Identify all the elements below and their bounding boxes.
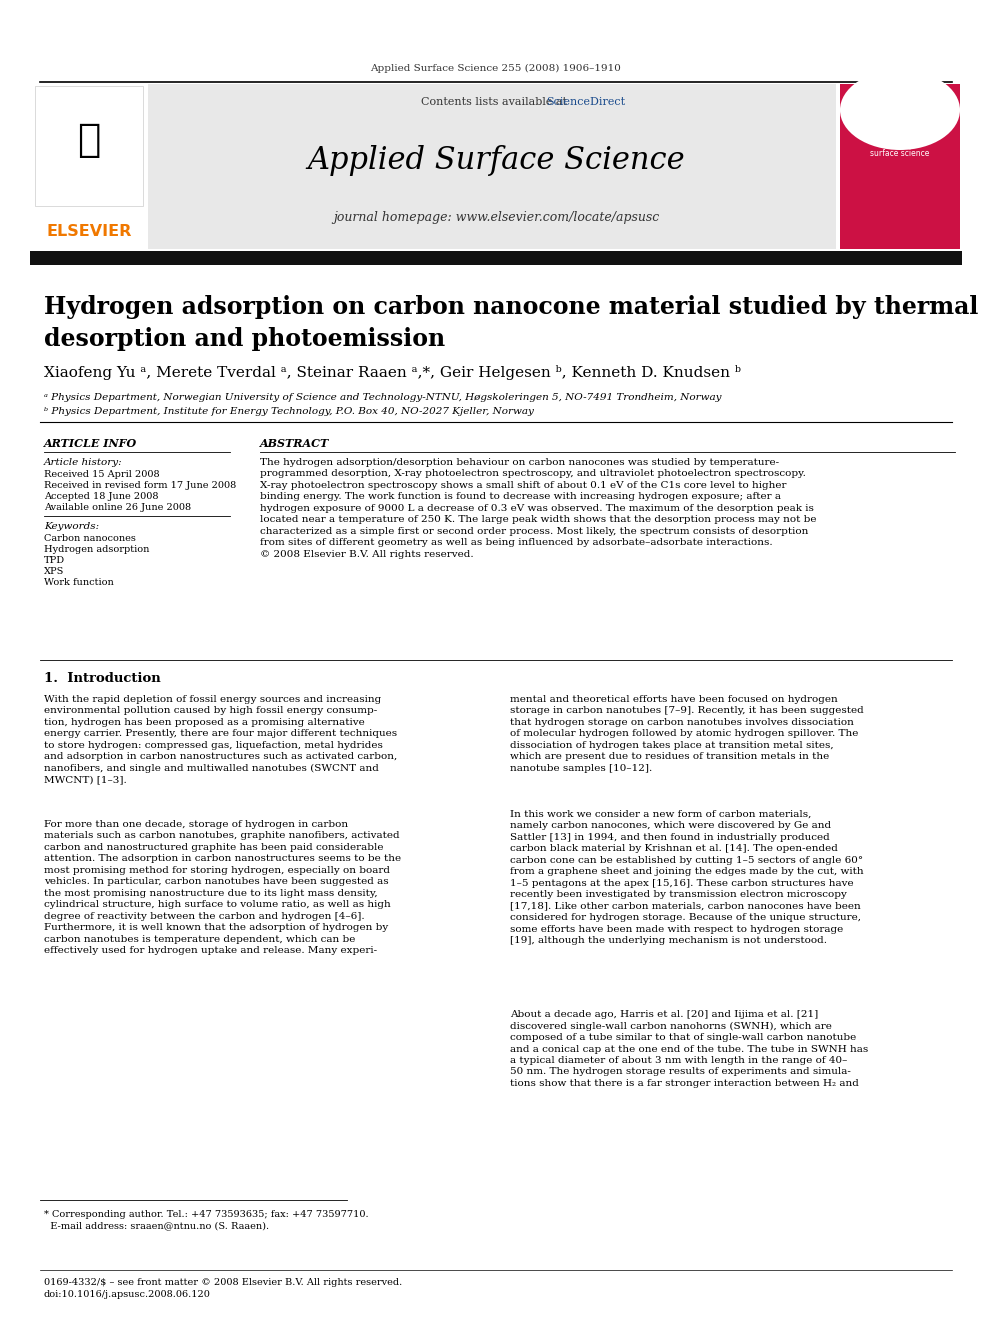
Text: ᵃ Physics Department, Norwegian University of Science and Technology-NTNU, Høgsk: ᵃ Physics Department, Norwegian Universi… <box>44 393 721 402</box>
Text: ARTICLE INFO: ARTICLE INFO <box>44 438 137 448</box>
Text: 1.  Introduction: 1. Introduction <box>44 672 161 685</box>
Text: Hydrogen adsorption on carbon nanocone material studied by thermal
desorption an: Hydrogen adsorption on carbon nanocone m… <box>44 295 978 351</box>
Text: journal homepage: www.elsevier.com/locate/apsusc: journal homepage: www.elsevier.com/locat… <box>333 212 659 225</box>
Text: ABSTRACT: ABSTRACT <box>260 438 329 448</box>
Text: ᵇ Physics Department, Institute for Energy Technology, P.O. Box 40, NO-2027 Kjel: ᵇ Physics Department, Institute for Ener… <box>44 407 534 415</box>
Text: Hydrogen adsorption: Hydrogen adsorption <box>44 545 150 554</box>
Text: The hydrogen adsorption/desorption behaviour on carbon nanocones was studied by : The hydrogen adsorption/desorption behav… <box>260 458 816 558</box>
Text: About a decade ago, Harris et al. [20] and Iijima et al. [21]
discovered single-: About a decade ago, Harris et al. [20] a… <box>510 1009 868 1088</box>
Bar <box>30 83 145 249</box>
Bar <box>35 86 143 206</box>
Text: Keywords:: Keywords: <box>44 523 99 531</box>
Text: Applied Surface Science: Applied Surface Science <box>308 144 684 176</box>
Text: Article history:: Article history: <box>44 458 123 467</box>
Text: * Corresponding author. Tel.: +47 73593635; fax: +47 73597710.
  E-mail address:: * Corresponding author. Tel.: +47 735936… <box>44 1211 369 1230</box>
Ellipse shape <box>840 70 960 149</box>
Text: ScienceDirect: ScienceDirect <box>546 97 625 107</box>
Text: For more than one decade, storage of hydrogen in carbon
materials such as carbon: For more than one decade, storage of hyd… <box>44 820 401 955</box>
Text: 0169-4332/$ – see front matter © 2008 Elsevier B.V. All rights reserved.
doi:10.: 0169-4332/$ – see front matter © 2008 El… <box>44 1278 402 1299</box>
Text: Available online 26 June 2008: Available online 26 June 2008 <box>44 503 191 512</box>
Text: mental and theoretical efforts have been focused on hydrogen
storage in carbon n: mental and theoretical efforts have been… <box>510 695 864 773</box>
Text: Received in revised form 17 June 2008: Received in revised form 17 June 2008 <box>44 482 236 490</box>
Text: Carbon nanocones: Carbon nanocones <box>44 534 136 542</box>
Text: applied
surface science: applied surface science <box>870 139 930 157</box>
Text: With the rapid depletion of fossil energy sources and increasing
environmental p: With the rapid depletion of fossil energ… <box>44 695 397 785</box>
Text: Applied Surface Science 255 (2008) 1906–1910: Applied Surface Science 255 (2008) 1906–… <box>371 64 621 73</box>
Bar <box>840 83 960 249</box>
Text: Xiaofeng Yu ᵃ, Merete Tverdal ᵃ, Steinar Raaen ᵃ,*, Geir Helgesen ᵇ, Kenneth D. : Xiaofeng Yu ᵃ, Merete Tverdal ᵃ, Steinar… <box>44 365 741 380</box>
Text: In this work we consider a new form of carbon materials,
namely carbon nanocones: In this work we consider a new form of c… <box>510 810 864 945</box>
Bar <box>30 251 962 265</box>
Text: 🌳: 🌳 <box>77 120 100 159</box>
Text: Received 15 April 2008: Received 15 April 2008 <box>44 470 160 479</box>
Text: TPD: TPD <box>44 556 65 565</box>
Bar <box>148 83 836 249</box>
Text: Work function: Work function <box>44 578 114 587</box>
Text: XPS: XPS <box>44 568 64 576</box>
Text: Contents lists available at: Contents lists available at <box>422 97 570 107</box>
Text: Accepted 18 June 2008: Accepted 18 June 2008 <box>44 492 159 501</box>
Text: ELSEVIER: ELSEVIER <box>47 225 132 239</box>
